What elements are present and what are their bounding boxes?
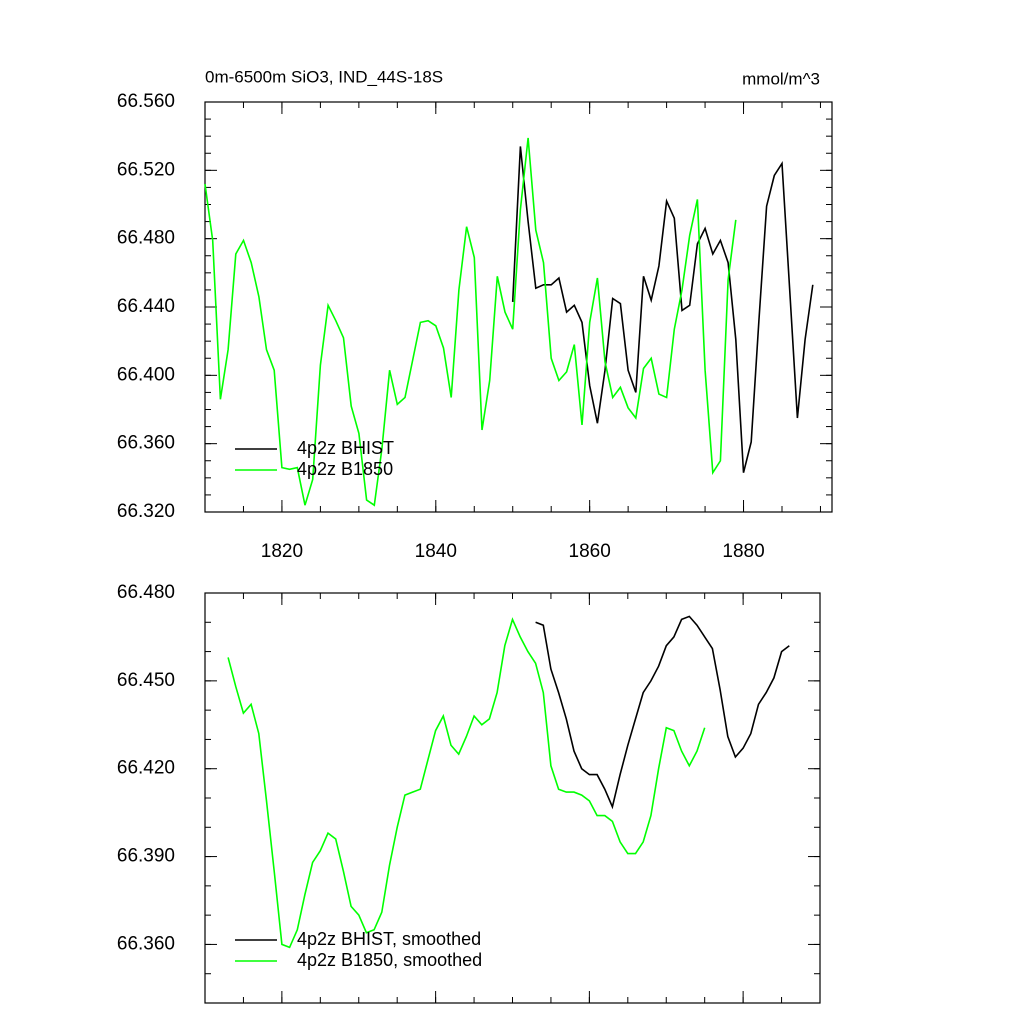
legend-label: 4p2z BHIST, smoothed (297, 929, 481, 949)
legend-label: 4p2z B1850 (297, 459, 393, 479)
units-label: mmol/m^3 (742, 69, 820, 88)
x-tick-label: 1860 (569, 541, 611, 562)
x-tick-label: 1840 (415, 541, 457, 562)
y-tick-label: 66.440 (117, 296, 175, 317)
series-line (511, 146, 814, 473)
y-tick-label: 66.560 (117, 91, 175, 112)
y-tick-label: 66.480 (117, 582, 175, 603)
y-tick-label: 66.320 (117, 501, 175, 522)
y-tick-label: 66.360 (117, 433, 175, 454)
y-tick-label: 66.390 (117, 846, 175, 867)
y-tick-label: 66.520 (117, 159, 175, 180)
series-line (535, 615, 790, 810)
y-tick-label: 66.400 (117, 364, 175, 385)
legend-label: 4p2z B1850, smoothed (297, 950, 482, 970)
series-line (227, 617, 706, 949)
legend-label: 4p2z BHIST (297, 438, 394, 458)
y-tick-label: 66.360 (117, 933, 175, 954)
y-tick-label: 66.420 (117, 758, 175, 779)
chart-title: 0m-6500m SiO3, IND_44S-18S (205, 67, 443, 86)
series-line (204, 137, 737, 507)
x-tick-label: 1820 (261, 541, 303, 562)
y-tick-label: 66.480 (117, 228, 175, 249)
x-tick-label: 1880 (722, 541, 764, 562)
y-tick-label: 66.450 (117, 670, 175, 691)
